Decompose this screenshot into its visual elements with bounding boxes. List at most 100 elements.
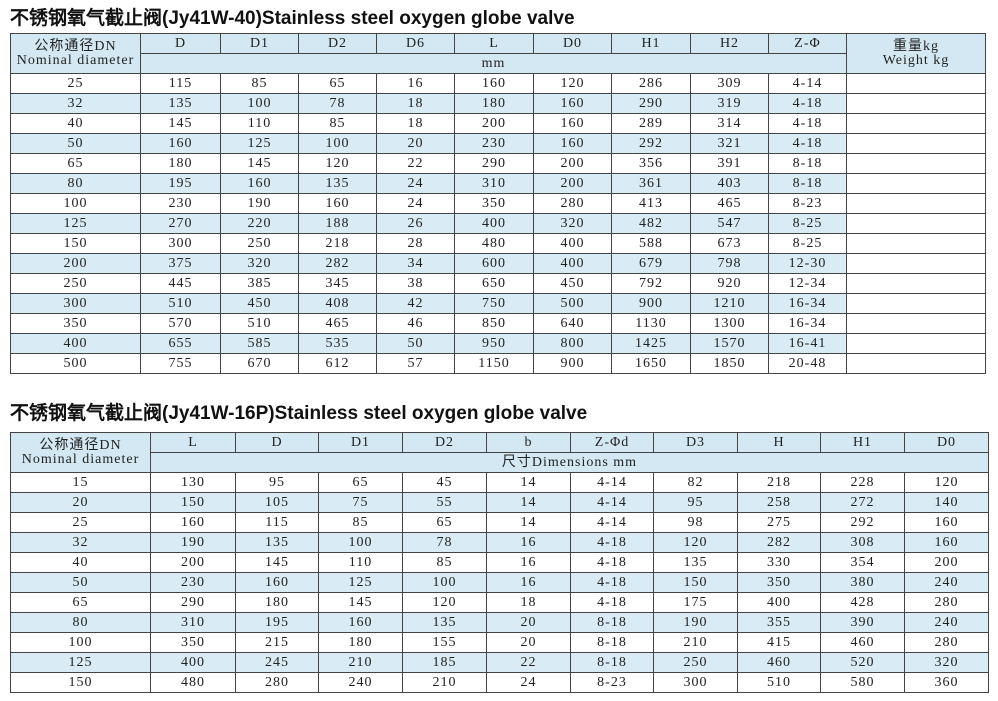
data-cell: 218: [737, 472, 821, 493]
data-cell: 390: [820, 612, 905, 633]
data-cell: 428: [820, 592, 905, 613]
data-cell: 900: [533, 353, 612, 374]
spec-table: 公称通径DN Nominal diameter L D D1 D2 b Z-Φd D3 H H1 D0…: [10, 432, 989, 693]
data-cell: 95: [653, 492, 738, 513]
header-text: 公称通径DN: [39, 437, 122, 453]
data-cell: 115: [140, 73, 221, 94]
data-cell: 110: [318, 552, 403, 573]
data-cell: 8-25: [768, 213, 847, 234]
data-cell: 240: [904, 612, 989, 633]
data-row: 80 195 160 135 24 310 200 361 403 8-18: [10, 173, 986, 194]
data-cell: 20: [10, 492, 151, 513]
data-cell: 360: [904, 672, 989, 693]
data-cell: 480: [150, 672, 236, 693]
data-cell: 42: [376, 293, 455, 314]
data-cell: 80: [10, 612, 151, 633]
data-cell: 1150: [454, 353, 534, 374]
data-cell: 650: [454, 273, 534, 294]
data-cell: 28: [376, 233, 455, 254]
table-title: 不锈钢氧气截止阀(Jy41W-40)Stainless steel oxygen…: [10, 8, 575, 29]
data-cell: 75: [318, 492, 403, 513]
data-cell: 65: [10, 153, 141, 174]
data-cell: 120: [533, 73, 612, 94]
header-cell: D1: [318, 432, 403, 453]
data-cell: 24: [376, 193, 455, 214]
data-cell: 8-18: [768, 173, 847, 194]
data-cell: 640: [533, 313, 612, 334]
data-cell: 180: [318, 632, 403, 653]
data-cell: 210: [318, 652, 403, 673]
data-cell: 215: [235, 632, 319, 653]
data-cell: 185: [402, 652, 487, 673]
data-cell: 8-23: [768, 193, 847, 214]
data-cell: 115: [235, 512, 319, 533]
spec-table: 公称通径DN Nominal diameter D D1 D2 D6 L D0 H1 H2 Z-Φ 重…: [10, 33, 986, 374]
data-cell: 190: [150, 532, 236, 553]
data-cell: 80: [10, 173, 141, 194]
data-cell: 14: [486, 472, 571, 493]
data-cell: 57: [376, 353, 455, 374]
data-cell: 920: [690, 273, 769, 294]
data-cell: 4-18: [768, 93, 847, 114]
data-cell: 290: [454, 153, 534, 174]
data-cell: 20: [486, 632, 571, 653]
header-cell: D1: [220, 33, 299, 54]
data-row: 65 290 180 145 120 18 4-18 175 400 428 280: [10, 592, 989, 613]
header-cell: D: [235, 432, 319, 453]
data-cell: 230: [454, 133, 534, 154]
data-cell: 46: [376, 313, 455, 334]
data-cell: 230: [140, 193, 221, 214]
data-row: 200 375 320 282 34 600 400 679 798 12-30: [10, 253, 986, 274]
data-cell: 45: [402, 472, 487, 493]
data-cell: 200: [904, 552, 989, 573]
data-cell: 280: [904, 632, 989, 653]
empty-cell: [846, 153, 986, 174]
data-cell: 4-18: [570, 532, 654, 553]
data-cell: 391: [690, 153, 769, 174]
data-cell: 385: [220, 273, 299, 294]
data-cell: 450: [533, 273, 612, 294]
data-cell: 160: [318, 612, 403, 633]
header-cell: 公称通径DN Nominal diameter: [10, 33, 141, 74]
empty-cell: [846, 93, 986, 114]
data-cell: 750: [454, 293, 534, 314]
data-cell: 361: [611, 173, 691, 194]
data-cell: 82: [653, 472, 738, 493]
data-cell: 600: [454, 253, 534, 274]
data-cell: 135: [140, 93, 221, 114]
data-cell: 95: [235, 472, 319, 493]
data-cell: 24: [376, 173, 455, 194]
data-cell: 160: [140, 133, 221, 154]
data-cell: 250: [653, 652, 738, 673]
empty-cell: [846, 193, 986, 214]
data-cell: 290: [150, 592, 236, 613]
table-title: 不锈钢氧气截止阀(Jy41W-16P)Stainless steel oxyge…: [10, 403, 588, 424]
data-cell: 309: [690, 73, 769, 94]
header-cell: H1: [611, 33, 691, 54]
data-cell: 755: [140, 353, 221, 374]
data-cell: 480: [454, 233, 534, 254]
header-text: Nominal diameter: [21, 451, 140, 467]
data-cell: 40: [10, 552, 151, 573]
data-cell: 200: [454, 113, 534, 134]
data-row: 65 180 145 120 22 290 200 356 391 8-18: [10, 153, 986, 174]
data-cell: 400: [737, 592, 821, 613]
data-row: 250 445 385 345 38 650 450 792 920 12-34: [10, 273, 986, 294]
data-cell: 1300: [690, 313, 769, 334]
data-cell: 8-18: [570, 632, 654, 653]
data-cell: 280: [904, 592, 989, 613]
data-row: 150 300 250 218 28 480 400 588 673 8-25: [10, 233, 986, 254]
data-cell: 290: [611, 93, 691, 114]
data-cell: 280: [235, 672, 319, 693]
data-cell: 570: [140, 313, 221, 334]
header-cell: H: [737, 432, 821, 453]
data-row: 100 230 190 160 24 350 280 413 465 8-23: [10, 193, 986, 214]
data-cell: 4-18: [570, 572, 654, 593]
data-cell: 308: [820, 532, 905, 553]
data-cell: 100: [298, 133, 377, 154]
data-cell: 20: [376, 133, 455, 154]
data-cell: 8-18: [570, 652, 654, 673]
data-cell: 18: [486, 592, 571, 613]
data-cell: 195: [140, 173, 221, 194]
data-cell: 160: [533, 113, 612, 134]
